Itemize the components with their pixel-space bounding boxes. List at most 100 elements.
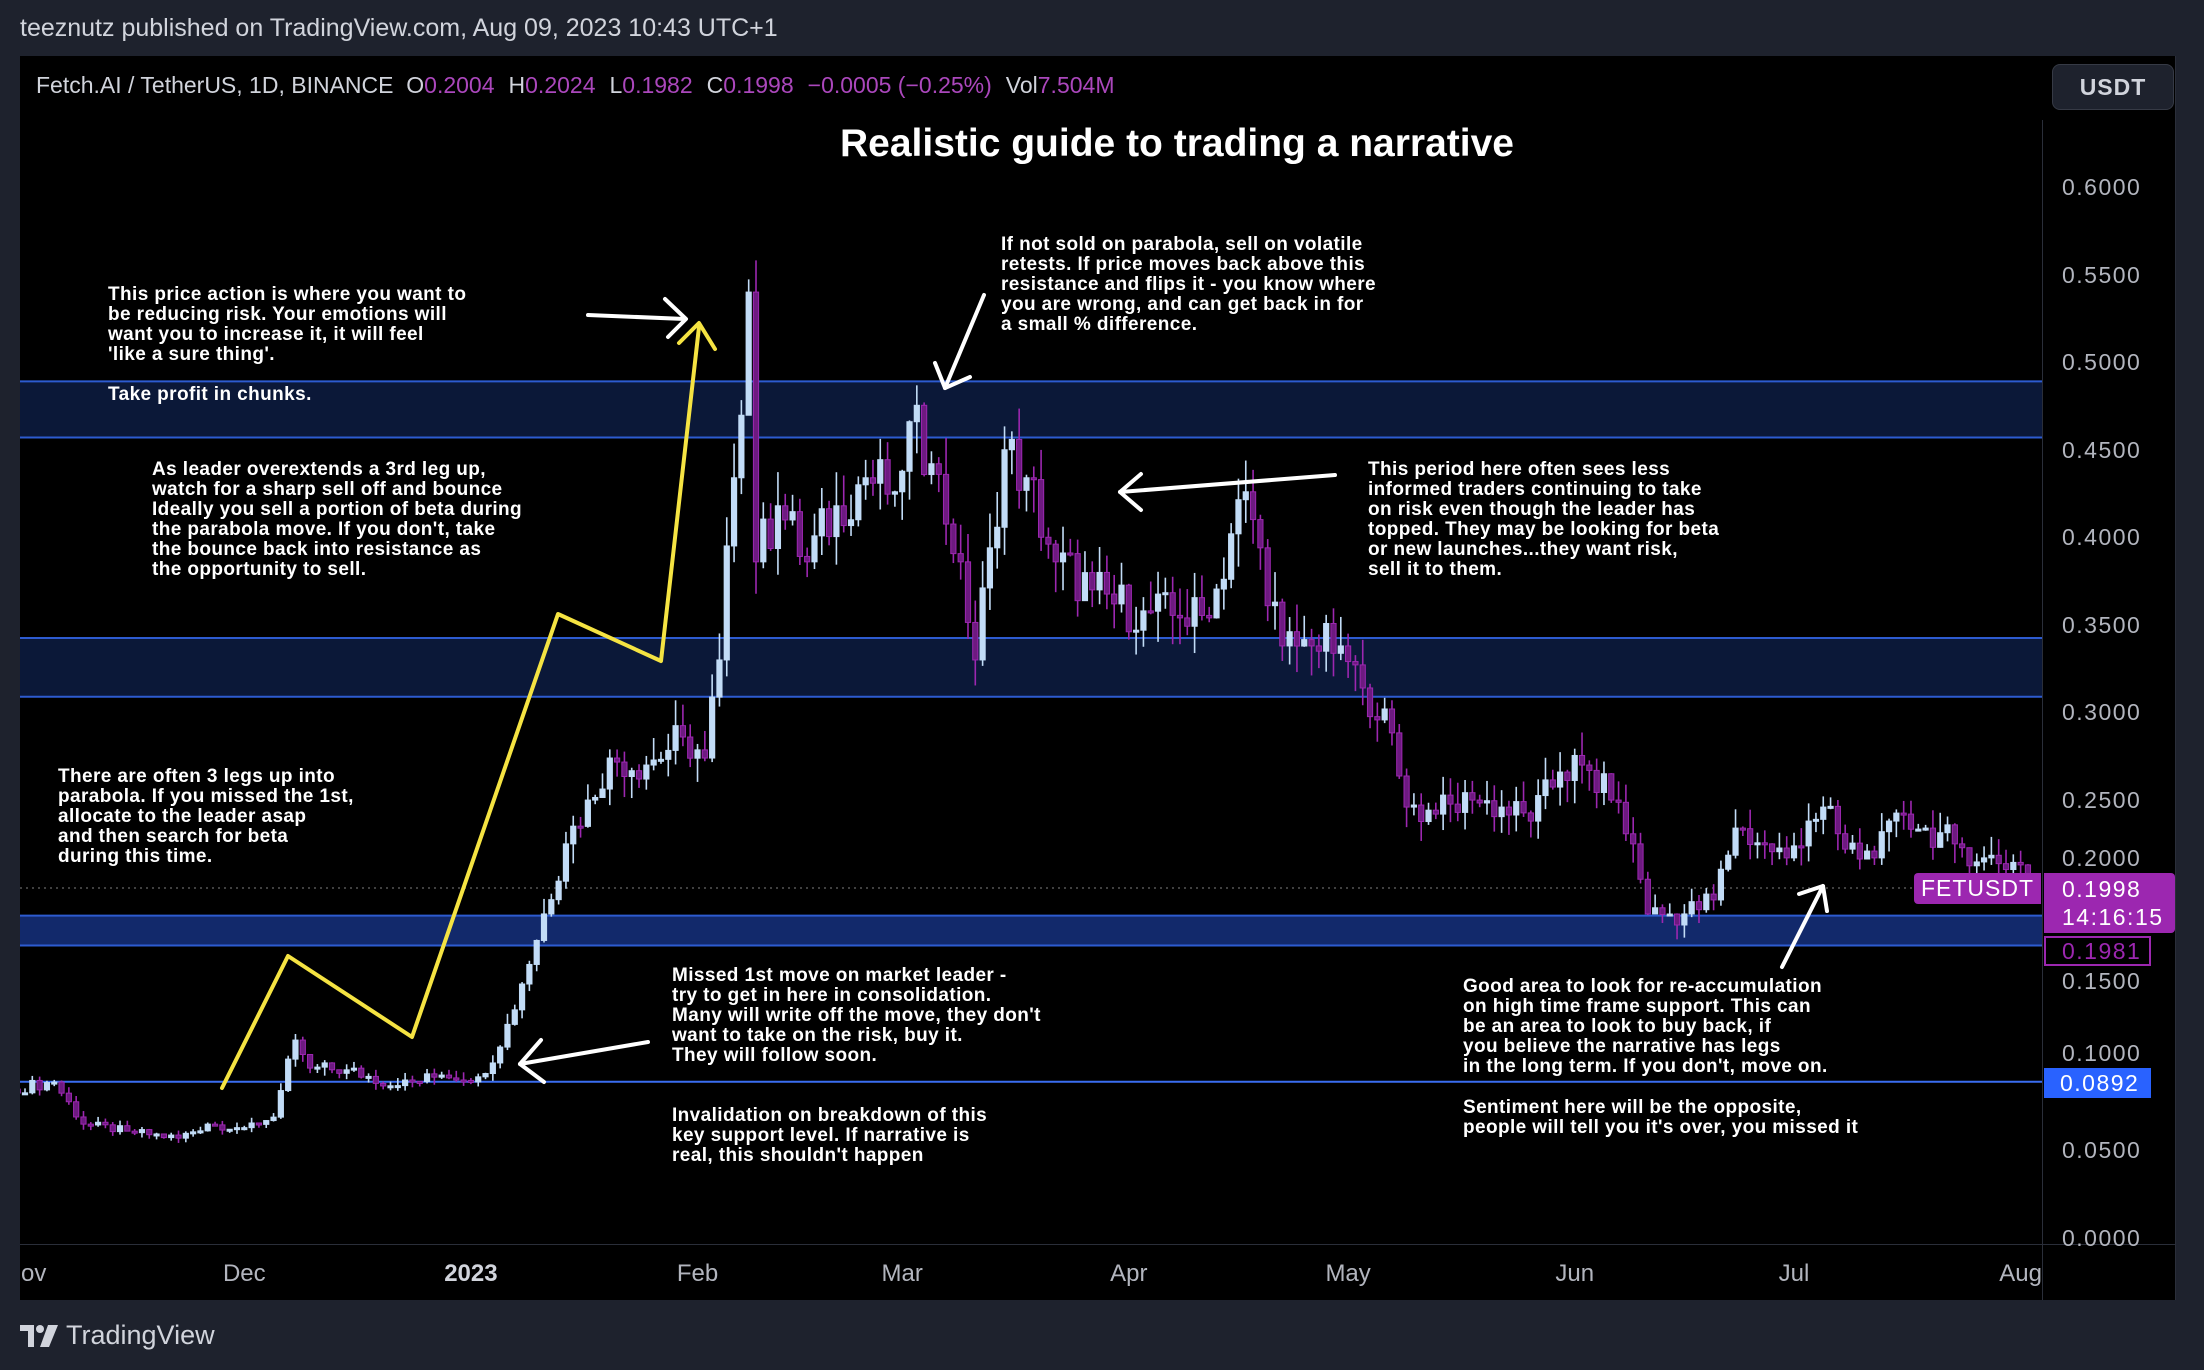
candle-down [1630,833,1637,845]
candle-up [277,1090,284,1118]
candle-up [1081,572,1089,602]
zone-mid-range [20,638,2042,697]
candle-down [1352,661,1359,666]
candle-down [20,1088,21,1094]
candle-up [1535,795,1542,822]
candle-down [409,1079,416,1083]
candle-up [774,505,782,550]
candle-up [423,1073,431,1083]
close-label: C [706,72,724,98]
publish-info: teeznutz published on TradingView.com, A… [20,14,778,42]
candle-up [292,1039,299,1060]
candle-up [314,1066,321,1070]
candle-down [1995,854,2002,865]
candle-up [1381,708,1388,721]
candle-up [1725,854,1732,870]
candle-down [1447,794,1454,805]
candle-up [1162,592,1169,596]
candle-down [1659,907,1666,916]
candle-up [592,796,599,801]
candle-down [935,463,942,475]
candle-down [358,1067,365,1078]
time-axis[interactable]: Nov Dec 2023 Feb Mar Apr May Jun Jul Aug [20,1245,2042,1300]
candle-down [102,1121,109,1126]
candle-down [1856,842,1863,860]
candle-up [51,1081,58,1085]
candle-down [2002,863,2010,871]
candle-down [1798,845,1805,849]
candle-down [1951,824,1958,845]
candle-down [36,1079,43,1091]
candle-down [1593,769,1600,793]
candle-up [789,511,796,521]
candle-down [1871,850,1878,859]
candle-up [1513,801,1520,816]
candle-down [1198,597,1206,616]
candle-up [285,1058,292,1092]
price-tick-label: 0.4000 [2062,524,2142,551]
tradingview-logo[interactable]: TradingView [20,1320,215,1351]
candle-up [1008,438,1015,451]
candle-up [555,880,562,901]
candle-up [716,659,723,698]
candle-up [1410,804,1418,808]
price-tick-label: 0.5500 [2062,261,2142,288]
time-tick-label: 2023 [444,1260,498,1287]
currency-button[interactable]: USDT [2052,64,2174,110]
candle-down [73,1101,80,1118]
candle-up [489,1062,496,1075]
candle-up [1118,584,1125,605]
candle-down [1264,547,1271,607]
candle-up [899,470,906,493]
candle-up [1980,857,1988,863]
candle-down [1403,775,1410,808]
candle-down [1396,732,1403,777]
candle-up [818,508,825,537]
candle-up [190,1131,197,1135]
candle-down [1176,614,1184,619]
candle-up [540,913,548,941]
time-tick-label: Feb [676,1260,719,1287]
brand-name: TradingView [66,1320,215,1350]
candle-down [58,1081,65,1094]
candle-down [1673,913,1681,926]
note-invalidation: Invalidation on breakdown of this key su… [672,1105,988,1166]
time-tick-label: Apr [1110,1260,1148,1287]
candle-up [438,1074,445,1078]
candle-up [1023,477,1030,491]
arrow-to-consolidation-head [518,1038,546,1084]
symbol-name[interactable]: Fetch.AI / TetherUS, 1D, BINANCE [36,72,394,98]
high-value: 0.2024 [525,72,596,98]
candle-up [1893,812,1900,822]
candle-down [1293,631,1301,647]
candle-up [986,547,994,589]
note-overextends: As leader overextends a 3rd leg up, watc… [152,459,523,580]
candle-down [1586,764,1593,771]
candle-up [672,725,679,751]
price-tick-label: 0.2000 [2062,845,2142,871]
candle-up [657,758,665,762]
candle-down [1184,617,1191,627]
candle-down [87,1123,94,1127]
support-line-marker: 0.0892 [2044,1068,2151,1098]
candle-down [701,749,708,759]
candle-up [1483,800,1491,804]
candle-down [1418,804,1425,823]
candle-down [950,523,957,555]
note-take-profit: Take profit in chunks. [108,384,312,405]
candle-down [1030,477,1037,481]
candle-down [767,518,774,550]
candle-down [416,1080,423,1084]
candle-down [1249,491,1257,521]
arrow-to-lower-high-icon [1118,473,1337,494]
candle-up [394,1085,401,1089]
candle-down [869,477,877,484]
price-tick-label: 0.6000 [2062,173,2142,200]
price-tick-label: 0.1000 [2062,1040,2142,1066]
candle-down [972,621,979,661]
candle-down [1308,639,1315,647]
candle-down [1432,809,1439,815]
candle-down [1374,716,1381,721]
candle-up [1242,491,1249,501]
